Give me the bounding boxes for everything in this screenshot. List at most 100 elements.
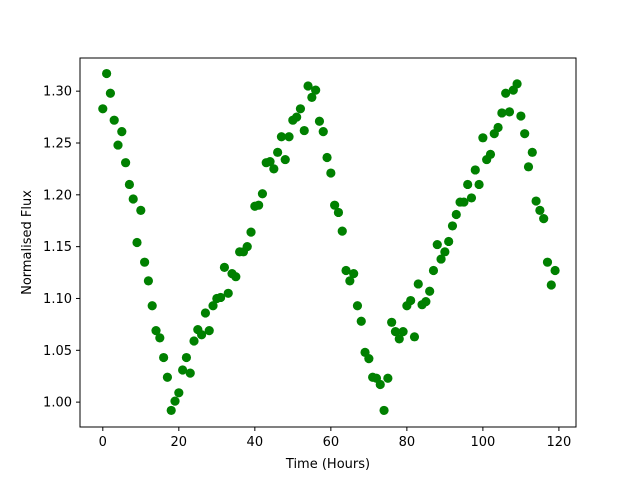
data-point (102, 68, 112, 79)
data-point (512, 79, 522, 89)
x-tick-label: 120 (546, 435, 571, 450)
data-point (170, 396, 180, 406)
data-point (292, 112, 302, 122)
x-axis-ticks: 0 20 40 60 80 100 120 (99, 427, 571, 450)
y-tick-label: 1.10 (43, 292, 72, 307)
data-point (273, 147, 283, 157)
y-axis-label: Normalised Flux (20, 190, 35, 295)
data-point (318, 126, 328, 137)
x-tick-label: 40 (247, 435, 264, 450)
data-point (478, 133, 488, 143)
data-point (356, 316, 366, 326)
data-point (394, 334, 404, 344)
data-point (390, 327, 401, 337)
data-point (497, 108, 507, 118)
data-point (109, 115, 119, 125)
data-point (254, 200, 264, 210)
data-point (535, 205, 545, 215)
data-point (124, 179, 135, 190)
data-point (265, 157, 275, 167)
data-point (375, 379, 385, 390)
data-point (444, 236, 454, 247)
data-point (527, 147, 537, 157)
data-point (276, 132, 287, 142)
data-point (436, 254, 446, 264)
data-point (432, 239, 442, 250)
data-point (162, 372, 173, 382)
data-point (523, 162, 534, 172)
data-point (451, 209, 461, 220)
data-point (151, 326, 161, 336)
data-point (189, 336, 199, 346)
data-point (485, 149, 496, 159)
data-point (539, 214, 549, 224)
data-point (474, 179, 484, 190)
data-point (223, 288, 233, 298)
y-tick-label: 1.05 (43, 344, 72, 359)
data-point (204, 326, 214, 336)
data-point (413, 279, 423, 289)
data-point (379, 405, 389, 416)
x-tick-label: 20 (171, 435, 188, 450)
data-point (428, 265, 439, 276)
y-tick-label: 1.00 (43, 396, 72, 411)
data-point (466, 193, 477, 203)
data-point (440, 247, 450, 257)
data-point (322, 152, 332, 163)
data-point (425, 286, 435, 296)
data-point (341, 265, 351, 276)
data-point (531, 196, 541, 206)
data-point (105, 88, 116, 98)
data-point (181, 352, 192, 363)
data-point (493, 122, 503, 133)
data-point (117, 126, 127, 137)
data-point (143, 276, 154, 286)
data-point (166, 405, 176, 416)
y-tick-label: 1.30 (43, 85, 72, 100)
data-point (174, 388, 184, 398)
data-point (504, 107, 515, 117)
data-point (463, 179, 473, 190)
data-point (501, 88, 511, 98)
data-point (516, 111, 526, 121)
data-point (330, 200, 340, 210)
data-point (447, 221, 458, 231)
data-point (314, 116, 325, 126)
data-point (383, 373, 393, 383)
data-point (280, 154, 290, 165)
y-tick-label: 1.25 (43, 136, 72, 151)
data-point (147, 301, 157, 311)
data-point (269, 164, 279, 174)
data-point (136, 205, 146, 215)
data-point (197, 330, 207, 340)
data-point (178, 365, 188, 375)
data-point (295, 104, 306, 114)
data-point (132, 237, 142, 248)
data-point (140, 257, 150, 267)
data-point (409, 332, 420, 342)
data-point (398, 327, 408, 337)
data-point (219, 262, 230, 272)
data-point (303, 81, 313, 91)
data-point (200, 308, 211, 318)
data-point (155, 333, 165, 343)
y-axis-ticks: 1.00 1.05 1.10 1.15 1.20 1.25 1.30 (43, 85, 80, 411)
data-point (98, 104, 108, 114)
data-point (159, 352, 169, 363)
data-point (257, 189, 268, 199)
data-point (337, 226, 347, 236)
data-point (299, 125, 309, 136)
x-tick-label: 80 (399, 435, 416, 450)
x-tick-label: 60 (323, 435, 340, 450)
data-point (520, 129, 530, 139)
data-point (387, 317, 397, 327)
data-point (406, 295, 416, 306)
x-tick-label: 0 (99, 435, 107, 450)
data-point (216, 292, 226, 303)
data-point (364, 353, 374, 364)
data-point (352, 301, 363, 311)
data-point (326, 168, 336, 178)
data-point (470, 165, 480, 175)
